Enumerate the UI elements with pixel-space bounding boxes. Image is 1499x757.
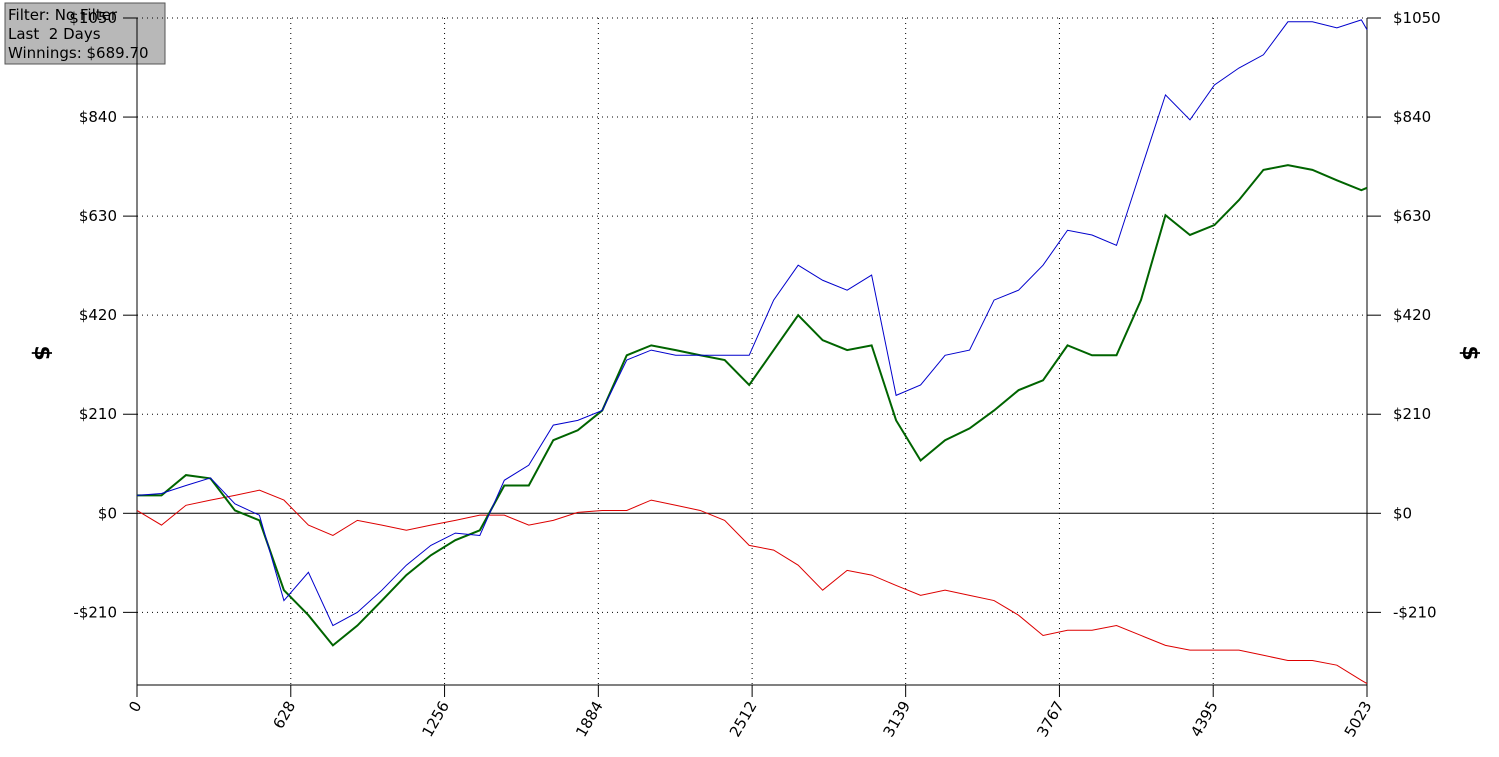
y-tick-label: -$210 — [73, 603, 117, 621]
y-tick-label: $420 — [79, 306, 117, 324]
y2-tick-label: $1050 — [1393, 9, 1441, 27]
x-tick-label: 3139 — [879, 698, 914, 740]
y-tick-label: $630 — [79, 207, 117, 225]
y2-tick-label: $840 — [1393, 108, 1431, 126]
x-tick-label: 5023 — [1341, 698, 1376, 740]
y2-tick-label: $210 — [1393, 405, 1431, 423]
series-line — [136, 489, 1368, 685]
y2-tick-label: $630 — [1393, 207, 1431, 225]
y-tick-label: $840 — [79, 108, 117, 126]
y-axis-label: $ — [29, 345, 54, 360]
x-tick-label: 1884 — [572, 698, 607, 740]
y2-tick-label: $420 — [1393, 306, 1431, 324]
info-text: Filter: No Filter — [8, 6, 118, 24]
x-tick-label: 0 — [125, 698, 145, 715]
y2-axis-label: $ — [1457, 345, 1482, 360]
info-text: Last 2 Days — [8, 25, 101, 43]
series-line — [136, 19, 1368, 627]
x-tick-label: 3767 — [1033, 698, 1068, 740]
series-line — [137, 164, 1368, 647]
y2-tick-label: -$210 — [1393, 603, 1437, 621]
x-tick-label: 2512 — [726, 698, 761, 740]
x-tick-label: 1256 — [418, 698, 453, 740]
x-tick-label: 4395 — [1187, 698, 1222, 740]
x-tick-label: 628 — [269, 698, 299, 732]
y2-tick-label: $0 — [1393, 504, 1412, 522]
y-tick-label: $210 — [79, 405, 117, 423]
info-box — [4, 2, 166, 65]
y-tick-label: $0 — [98, 504, 117, 522]
info-text: Winnings: $689.70 — [8, 44, 149, 62]
y-tick-label: $1050 — [69, 9, 117, 27]
